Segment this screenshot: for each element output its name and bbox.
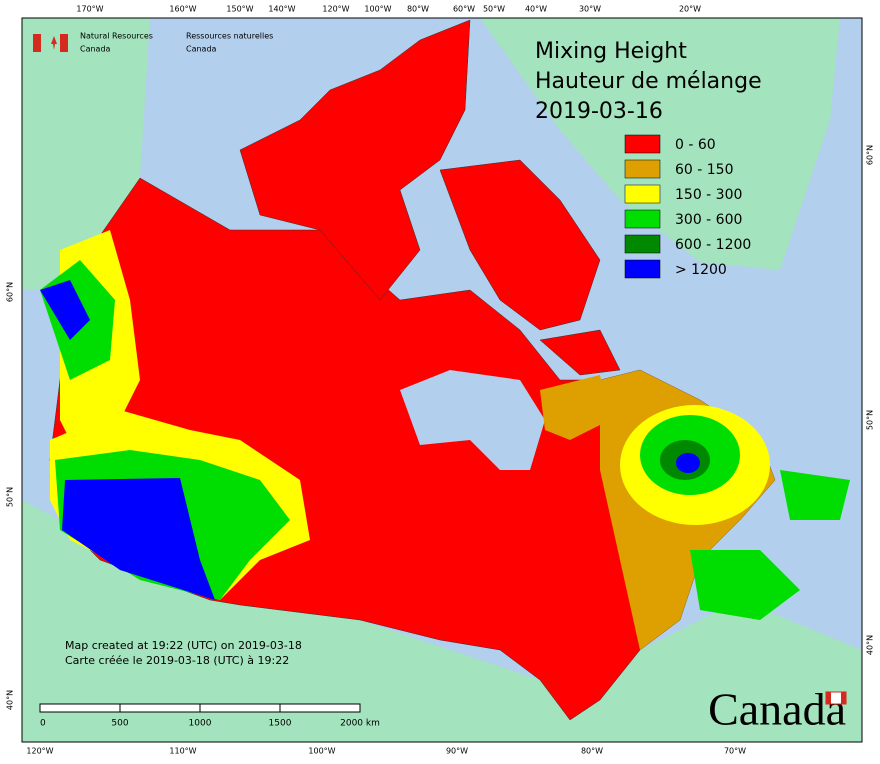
zone: [62, 478, 215, 600]
lat-label: 50°N: [6, 487, 15, 507]
lon-label: 120°W: [322, 5, 349, 14]
note: Map created at 19:22 (UTC) on 2019-03-18: [65, 639, 302, 652]
zone: [676, 453, 700, 473]
island: [539, 329, 621, 376]
zone: [690, 550, 800, 620]
legend-label: 0 - 60: [675, 137, 716, 153]
labels: 0 - 60 60 - 150 150 - 300 300 - 600 600 - 12…: [6, 5, 875, 756]
frame: [21, 17, 863, 743]
lon-label: 60°W: [453, 5, 475, 14]
agency: Ressources naturelles: [186, 32, 273, 41]
scale-label: 0: [40, 719, 46, 729]
hudson-bay: [400, 370, 545, 470]
lon-label: 160°W: [169, 5, 196, 14]
island: [239, 19, 471, 301]
lon-label: 140°W: [268, 5, 295, 14]
legend-swatch: [624, 184, 661, 204]
scale-label: 2000 km: [340, 719, 380, 729]
island: [439, 159, 601, 331]
title: Mixing Height: [535, 39, 687, 64]
lon-label: 70°W: [724, 747, 746, 756]
wordmark-flag: [826, 692, 831, 704]
legend-label: 300 - 600: [675, 212, 742, 228]
lon-label: 30°W: [579, 5, 601, 14]
flag: [60, 34, 68, 52]
lon-label: 20°W: [679, 5, 701, 14]
scale-label: 500: [111, 719, 128, 729]
lon-label: 100°W: [308, 747, 335, 756]
zone: [540, 375, 610, 440]
lon-label: 40°W: [525, 5, 547, 14]
lon-label: 120°W: [26, 747, 53, 756]
lon-label: 50°W: [483, 5, 505, 14]
wordmark-flag: [841, 692, 846, 704]
lon-label: 80°W: [581, 747, 603, 756]
scale-label: 1500: [269, 719, 292, 729]
land: [22, 18, 150, 290]
legend-label: 60 - 150: [675, 162, 734, 178]
scale-label: 1000: [189, 719, 212, 729]
agency: Natural Resources: [80, 32, 153, 41]
lon-label: 110°W: [169, 747, 196, 756]
lat-label: 60°N: [6, 282, 15, 302]
lat-label: 40°N: [6, 690, 15, 710]
wordmark: Canada: [708, 684, 846, 735]
flag: [33, 34, 41, 52]
legend-label: 600 - 1200: [675, 237, 751, 253]
legend-swatch: [624, 209, 661, 229]
legend-swatch: [624, 259, 661, 279]
legend-swatch: [624, 159, 661, 179]
zone: [780, 470, 850, 520]
note: Carte créée le 2019-03-18 (UTC) à 19:22: [65, 654, 289, 667]
lon-label: 100°W: [364, 5, 391, 14]
lon-label: 170°W: [76, 5, 103, 14]
agency: Canada: [186, 45, 217, 54]
title: 2019-03-16: [535, 99, 663, 124]
land: [22, 500, 862, 742]
lat-label: 60°N: [866, 145, 875, 165]
lat-label: 40°N: [866, 635, 875, 655]
lon-label: 80°W: [407, 5, 429, 14]
lon-label: 90°W: [446, 747, 468, 756]
lon-label: 150°W: [226, 5, 253, 14]
legend-swatch: [624, 134, 661, 154]
legend-label: 150 - 300: [675, 187, 742, 203]
flag-leaf: [51, 36, 57, 50]
lat-label: 50°N: [866, 410, 875, 430]
zone: [40, 280, 90, 340]
agency: Canada: [80, 45, 111, 54]
title: Hauteur de mélange: [535, 69, 762, 94]
legend-swatch: [624, 234, 661, 254]
legend-label: > 1200: [675, 262, 727, 278]
